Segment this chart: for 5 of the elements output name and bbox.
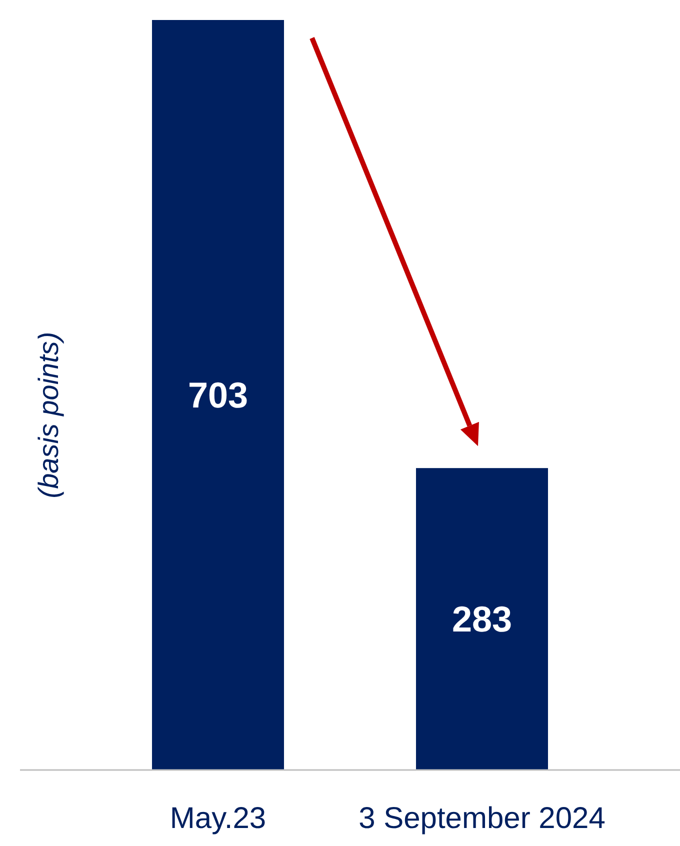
y-axis-title: (basis points) [33, 332, 64, 498]
x-tick-label: May.23 [170, 802, 266, 835]
x-tick-label: 3 September 2024 [358, 802, 606, 835]
data-label: 283 [452, 598, 512, 640]
data-label: 703 [188, 374, 248, 416]
